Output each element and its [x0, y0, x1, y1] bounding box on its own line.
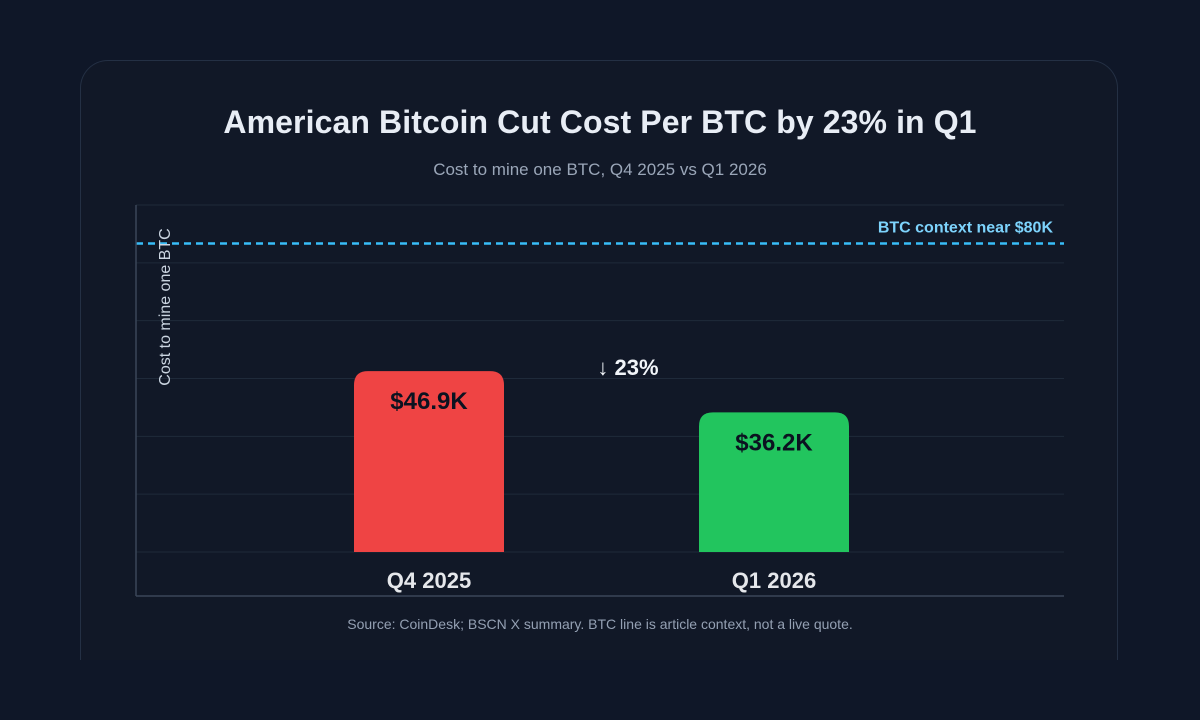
reference-line-label: BTC context near $80K	[878, 220, 1054, 237]
source-note: Source: CoinDesk; BSCN X summary. BTC li…	[347, 616, 853, 632]
x-tick-label: Q4 2025	[387, 568, 471, 593]
chart-card	[80, 60, 1118, 660]
chart-subtitle: Cost to mine one BTC, Q4 2025 vs Q1 2026	[433, 160, 767, 179]
x-tick-label: Q1 2026	[732, 568, 816, 593]
reference-line-group: BTC context near $80K	[136, 220, 1064, 245]
bar-q4-2025	[354, 371, 504, 552]
bar-q1-2026	[699, 412, 849, 552]
bar-value-label: $46.9K	[390, 388, 468, 415]
gridlines	[136, 204, 1064, 553]
y-axis-label: Cost to mine one BTC	[157, 228, 174, 385]
change-annotation: ↓ 23%	[597, 355, 658, 380]
bar-value-label: $36.2K	[735, 429, 813, 456]
chart-title: American Bitcoin Cut Cost Per BTC by 23%…	[223, 104, 977, 140]
bars: $46.9K Q4 2025 $36.2K Q1 2026	[354, 371, 849, 593]
